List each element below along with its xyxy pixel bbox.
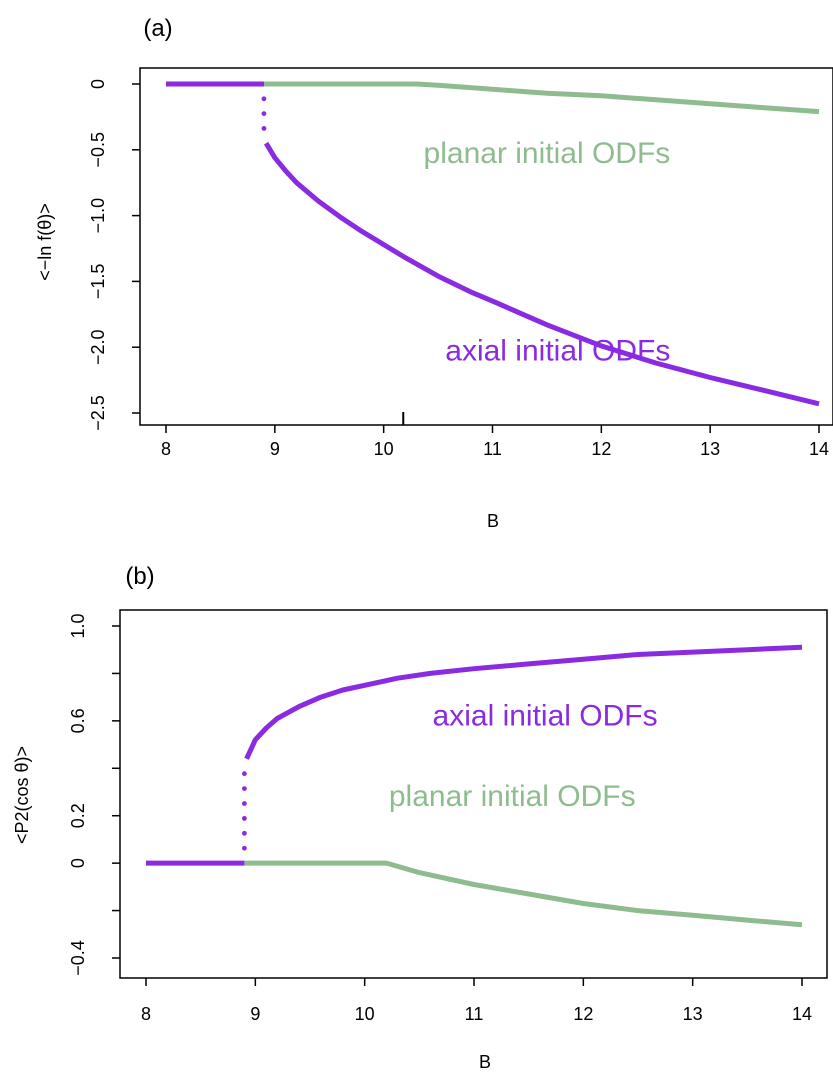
panel-b-annotations: planar initial ODFs axial initial ODFs — [389, 700, 658, 814]
axial-jump-dot — [242, 786, 247, 792]
x-tick-label: 11 — [483, 439, 502, 459]
panel-b-y-axis-title: <P2(cos θ)> — [12, 746, 32, 844]
x-tick-label: 10 — [355, 1004, 375, 1024]
panel-b-y-axis: −0.4 0 0.2 0.6 1.0 — [68, 613, 120, 976]
axial-jump-dot — [242, 801, 247, 806]
y-tick-label: 1.0 — [68, 613, 88, 638]
planar-annotation: planar initial ODFs — [389, 780, 636, 813]
y-tick-label: −1.0 — [88, 198, 108, 234]
panel-a-annotations: planar initial ODFs axial initial ODFs — [424, 137, 671, 367]
y-tick-label: 0.2 — [68, 803, 88, 828]
panel-a-y-axis-title: <−ln f(θ)> — [35, 203, 55, 281]
panel-a-y-axis: 0 −0.5 −1.0 −1.5 −2.0 −2.5 — [88, 79, 140, 431]
axial-series-line — [263, 141, 820, 407]
x-tick-label: 10 — [374, 439, 394, 459]
axial-jump-dot — [242, 845, 247, 851]
y-tick-label: 0 — [68, 858, 88, 868]
axial-series-line — [244, 644, 803, 760]
axial-jump-dot — [242, 816, 247, 821]
axial-jump-dot — [261, 96, 267, 102]
x-tick-label: 8 — [141, 1004, 151, 1024]
x-tick-label: 9 — [270, 439, 280, 459]
planar-series-line — [264, 81, 820, 115]
axial-jump-dot — [261, 126, 267, 131]
axial-annotation: axial initial ODFs — [445, 334, 670, 367]
axial-jump-dot — [261, 111, 267, 117]
x-tick-label: 11 — [465, 1004, 484, 1024]
x-tick-label: 14 — [809, 439, 829, 459]
x-tick-label: 8 — [161, 439, 171, 459]
panel-b-series — [146, 644, 803, 928]
planar-series-line — [244, 860, 803, 928]
y-tick-label: −2.0 — [88, 329, 108, 365]
y-tick-label: −1.5 — [88, 264, 108, 300]
x-tick-label: 13 — [683, 1004, 703, 1024]
panel-a-series — [166, 81, 820, 407]
x-tick-label: 12 — [591, 439, 611, 459]
x-tick-label: 13 — [700, 439, 720, 459]
panel-b: (b) 8 9 10 11 12 13 14 −0.4 0 0.2 0.6 1.0 planar i… — [12, 563, 828, 1072]
axial-jump-dot — [242, 771, 247, 777]
y-tick-label: 0 — [88, 79, 108, 89]
y-tick-label: 0.6 — [68, 708, 88, 733]
panel-a-label: (a) — [143, 15, 172, 42]
y-tick-label: −0.4 — [68, 940, 88, 976]
planar-annotation: planar initial ODFs — [424, 137, 671, 170]
panel-b-x-axis-title: B — [479, 1052, 491, 1072]
x-tick-label: 12 — [573, 1004, 593, 1024]
y-tick-label: −2.5 — [88, 395, 108, 431]
axial-jump-dot — [242, 830, 247, 836]
panel-a-plot-frame — [139, 67, 833, 426]
x-tick-label: 9 — [250, 1004, 260, 1024]
panel-a-x-axis: 8 9 10 11 12 13 14 — [161, 412, 829, 459]
x-tick-label: 14 — [792, 1004, 812, 1024]
y-tick-label: −0.5 — [88, 132, 108, 168]
panel-b-x-axis: 8 9 10 11 12 13 14 — [141, 978, 812, 1024]
panel-a-x-axis-title: B — [487, 511, 499, 531]
axial-annotation: axial initial ODFs — [433, 700, 658, 733]
panel-a: (a) 8 9 10 11 12 13 14 0 −0.5 −1.0 −1.5 −2.0 −2.5 p… — [35, 15, 833, 531]
panel-b-label: (b) — [125, 563, 154, 590]
